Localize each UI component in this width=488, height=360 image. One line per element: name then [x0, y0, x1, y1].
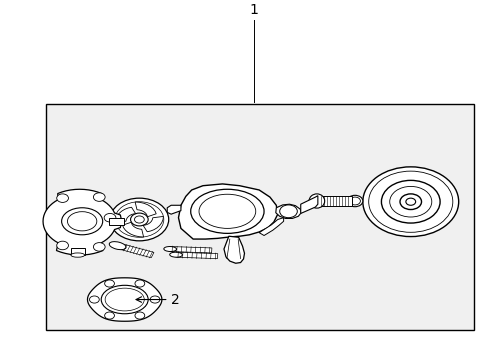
Circle shape: [93, 193, 105, 201]
Text: 1: 1: [249, 3, 258, 17]
Circle shape: [104, 312, 114, 319]
Circle shape: [104, 280, 114, 287]
Polygon shape: [115, 207, 135, 222]
Polygon shape: [170, 247, 211, 253]
Circle shape: [93, 243, 105, 251]
Ellipse shape: [101, 285, 148, 314]
Ellipse shape: [308, 194, 324, 208]
Circle shape: [405, 198, 415, 205]
Ellipse shape: [199, 194, 255, 228]
Circle shape: [130, 213, 148, 226]
Polygon shape: [167, 205, 181, 214]
Polygon shape: [87, 278, 162, 321]
Polygon shape: [224, 236, 244, 263]
Circle shape: [349, 197, 360, 205]
Polygon shape: [135, 202, 156, 217]
Polygon shape: [143, 216, 163, 232]
Ellipse shape: [105, 288, 144, 311]
Circle shape: [104, 213, 116, 222]
Circle shape: [89, 296, 99, 303]
Ellipse shape: [67, 212, 97, 231]
Ellipse shape: [163, 247, 176, 252]
Ellipse shape: [71, 253, 84, 257]
Polygon shape: [121, 244, 154, 258]
Bar: [316, 196, 351, 206]
Circle shape: [57, 241, 68, 250]
Ellipse shape: [190, 189, 264, 233]
Polygon shape: [71, 248, 84, 255]
Polygon shape: [176, 252, 217, 258]
Circle shape: [279, 205, 297, 218]
Circle shape: [362, 167, 458, 237]
Ellipse shape: [109, 242, 126, 249]
Ellipse shape: [169, 252, 182, 257]
Circle shape: [399, 194, 421, 210]
Circle shape: [135, 312, 144, 319]
Text: 2: 2: [171, 293, 180, 306]
Polygon shape: [122, 222, 143, 237]
Polygon shape: [178, 184, 277, 239]
Ellipse shape: [61, 208, 102, 235]
Polygon shape: [300, 196, 317, 213]
Polygon shape: [275, 204, 301, 219]
Circle shape: [135, 280, 144, 287]
Polygon shape: [109, 219, 123, 225]
Circle shape: [57, 194, 68, 202]
Circle shape: [150, 296, 160, 303]
Circle shape: [110, 198, 168, 241]
Circle shape: [346, 195, 362, 207]
Polygon shape: [43, 189, 121, 255]
Circle shape: [134, 216, 144, 223]
Polygon shape: [259, 218, 283, 235]
Circle shape: [115, 202, 163, 237]
Circle shape: [389, 186, 431, 217]
Bar: [46, 104, 473, 330]
Circle shape: [368, 171, 452, 232]
Circle shape: [381, 180, 439, 223]
